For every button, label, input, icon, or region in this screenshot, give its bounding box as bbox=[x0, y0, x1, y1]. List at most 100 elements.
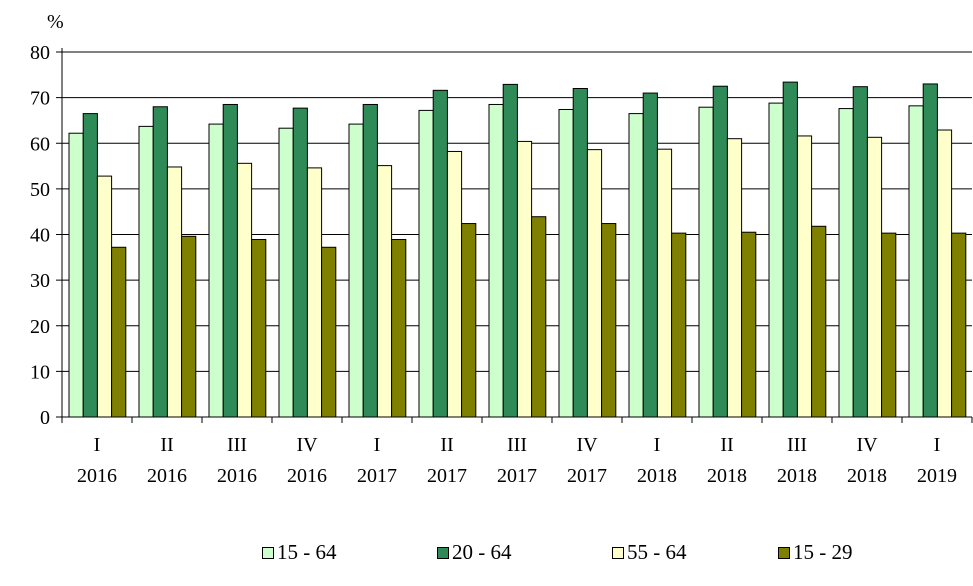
y-tick-labels: 0 10 20 30 40 50 60 70 80 bbox=[30, 42, 50, 429]
y-tick-label: 80 bbox=[30, 42, 50, 64]
legend-label: 15 - 64 bbox=[277, 540, 337, 564]
x-tick-label-year: 2016 bbox=[217, 465, 257, 487]
bar-55-64 bbox=[796, 135, 813, 418]
bar-15-64 bbox=[138, 125, 154, 418]
bar-15-64 bbox=[488, 103, 504, 418]
x-tick-label-quarter: II bbox=[440, 434, 453, 456]
bar-55-64 bbox=[446, 150, 463, 418]
legend-swatch-15-64 bbox=[262, 546, 274, 559]
bar-20-64 bbox=[502, 83, 518, 418]
x-tick-label-quarter: II bbox=[720, 434, 733, 456]
x-tick-label-year: 2016 bbox=[77, 465, 117, 487]
x-tick-label-quarter: IV bbox=[576, 434, 598, 456]
bar-15-64 bbox=[278, 127, 294, 418]
x-tick-label-quarter: I bbox=[94, 434, 101, 456]
x-tick-label-year: 2018 bbox=[637, 465, 677, 487]
bar-15-64 bbox=[418, 109, 434, 418]
bar-15-29 bbox=[111, 246, 127, 418]
bar-15-29 bbox=[461, 223, 477, 418]
x-tick-labels: I2016II2016III2016IV2016I2017II2017III20… bbox=[77, 434, 957, 487]
x-tick-label-quarter: IV bbox=[296, 434, 318, 456]
legend-item-15-64: 15 - 64 bbox=[262, 540, 337, 565]
bar-55-64 bbox=[516, 140, 533, 418]
bar-20-64 bbox=[642, 92, 658, 418]
bar-15-29 bbox=[811, 225, 827, 418]
bar-55-64 bbox=[726, 138, 743, 418]
bar-20-64 bbox=[712, 85, 728, 418]
bar-15-64 bbox=[68, 132, 84, 418]
bar-15-29 bbox=[181, 235, 197, 418]
bar-15-64 bbox=[838, 108, 854, 418]
x-tick-label-quarter: I bbox=[934, 434, 941, 456]
bar-55-64 bbox=[866, 136, 883, 418]
bar-55-64 bbox=[306, 167, 323, 418]
y-tick-label: 40 bbox=[30, 225, 50, 247]
legend-swatch-20-64 bbox=[437, 546, 449, 559]
bar-15-64 bbox=[908, 105, 924, 418]
bar-15-64 bbox=[698, 106, 714, 418]
bar-15-29 bbox=[741, 231, 757, 418]
bar-15-29 bbox=[671, 232, 687, 418]
x-tick-label-year: 2018 bbox=[777, 465, 817, 487]
bar-20-64 bbox=[852, 86, 868, 418]
bar-20-64 bbox=[82, 113, 98, 418]
axes bbox=[61, 48, 973, 423]
y-tick-label: 30 bbox=[30, 270, 50, 292]
x-tick-label-year: 2018 bbox=[707, 465, 747, 487]
bar-20-64 bbox=[922, 83, 938, 418]
legend-label: 15 - 29 bbox=[793, 540, 853, 564]
bar-15-29 bbox=[531, 216, 547, 418]
y-tick-label: 0 bbox=[40, 407, 50, 429]
bar-15-64 bbox=[628, 113, 644, 418]
y-tick-label: 60 bbox=[30, 133, 50, 155]
legend-item-20-64: 20 - 64 bbox=[437, 540, 512, 565]
x-tick-label-year: 2017 bbox=[567, 465, 607, 487]
bar-55-64 bbox=[586, 149, 603, 418]
bar-15-29 bbox=[951, 232, 967, 418]
x-tick-label-quarter: III bbox=[507, 434, 527, 456]
legend-swatch-15-29 bbox=[778, 546, 790, 559]
x-tick-label-quarter: IV bbox=[856, 434, 878, 456]
legend-label: 20 - 64 bbox=[452, 540, 512, 564]
legend-item-15-29: 15 - 29 bbox=[778, 540, 853, 565]
bar-15-29 bbox=[601, 223, 617, 418]
x-tick-label-quarter: I bbox=[654, 434, 661, 456]
bar-55-64 bbox=[656, 148, 673, 418]
x-tick-label-year: 2016 bbox=[147, 465, 187, 487]
bars bbox=[68, 81, 967, 418]
bar-55-64 bbox=[376, 165, 393, 418]
x-tick-label-year: 2019 bbox=[917, 465, 957, 487]
bar-20-64 bbox=[782, 81, 798, 418]
y-tick-label: 70 bbox=[30, 88, 50, 110]
x-tick-label-quarter: III bbox=[787, 434, 807, 456]
legend: 15 - 64 20 - 64 55 - 64 15 - 29 bbox=[0, 540, 973, 580]
bar-15-29 bbox=[391, 239, 407, 418]
y-tick-label: 20 bbox=[30, 316, 50, 338]
bar-15-64 bbox=[558, 108, 574, 418]
legend-swatch-55-64 bbox=[612, 546, 624, 559]
bar-15-29 bbox=[251, 239, 267, 418]
bar-15-29 bbox=[881, 232, 897, 418]
x-tick-label-quarter: III bbox=[227, 434, 247, 456]
legend-label: 55 - 64 bbox=[627, 540, 687, 564]
x-tick-label-quarter: II bbox=[160, 434, 173, 456]
y-axis-label: % bbox=[47, 11, 64, 33]
bar-20-64 bbox=[572, 88, 588, 418]
bar-15-29 bbox=[321, 246, 337, 418]
bar-15-64 bbox=[768, 102, 784, 418]
x-tick-label-year: 2017 bbox=[497, 465, 537, 487]
legend-item-55-64: 55 - 64 bbox=[612, 540, 687, 565]
x-tick-label-year: 2018 bbox=[847, 465, 887, 487]
x-tick-label-quarter: I bbox=[374, 434, 381, 456]
bar-55-64 bbox=[166, 166, 183, 418]
bar-55-64 bbox=[936, 129, 953, 418]
bar-20-64 bbox=[432, 89, 448, 418]
x-tick-label-year: 2016 bbox=[287, 465, 327, 487]
bar-15-64 bbox=[348, 123, 364, 418]
x-tick-label-year: 2017 bbox=[357, 465, 397, 487]
bar-20-64 bbox=[152, 106, 168, 418]
bar-20-64 bbox=[362, 103, 378, 418]
bar-20-64 bbox=[222, 103, 238, 418]
bar-20-64 bbox=[292, 107, 308, 418]
